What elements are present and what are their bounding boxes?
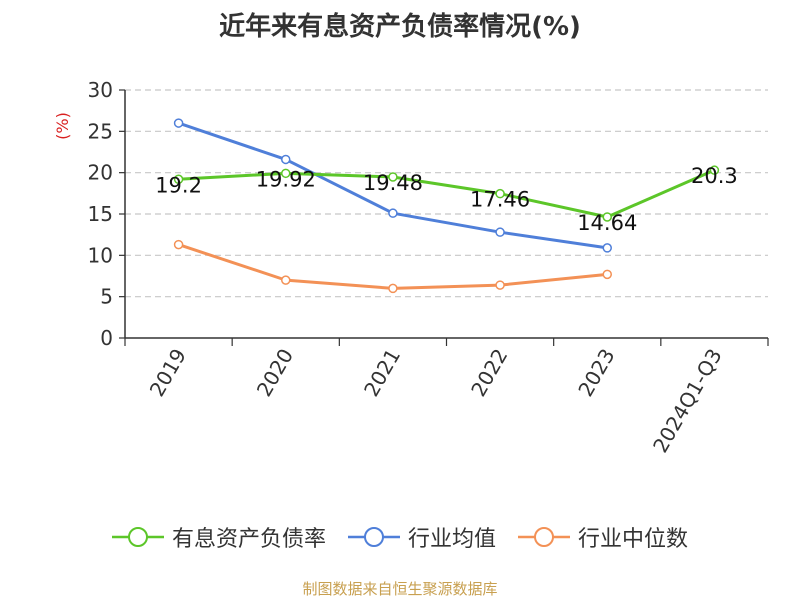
legend-label: 行业均值: [407, 527, 496, 552]
data-label: 20.3: [691, 164, 738, 188]
line-chart: 0 5 10 15 20 25 30 (%) 2019 2020 2021 2022 2023 2024Q…: [53, 78, 769, 457]
data-label: 19.2: [155, 173, 202, 197]
legend-item[interactable]: 有息资产负债率: [111, 521, 326, 553]
data-labels: 19.2 19.92 19.48 17.46 14.64 20.3: [155, 164, 738, 235]
data-label: 14.64: [577, 211, 637, 235]
y-tick-label: 5: [100, 285, 113, 309]
legend-marker: [127, 527, 148, 547]
data-point: [173, 118, 184, 128]
series-line: [178, 168, 716, 219]
legend-swatch: [347, 527, 400, 547]
legend-marker: [534, 527, 554, 547]
legend-label: 行业中位数: [578, 527, 689, 552]
chart-title: 近年来有息资产负债率情况(%): [219, 12, 581, 42]
series-line: [178, 243, 608, 290]
x-tick-label: 2023: [573, 345, 619, 401]
data-point: [173, 239, 184, 250]
source-note: 制图数据来自恒生聚源数据库: [302, 580, 498, 598]
series-layer: [173, 118, 720, 294]
data-label: 17.46: [470, 188, 530, 212]
x-tick-label: 2019: [145, 345, 191, 401]
data-point: [173, 174, 184, 185]
legend: 有息资产负债率 行业均值 行业中位数: [0, 520, 800, 554]
legend-item[interactable]: 行业中位数: [518, 521, 688, 553]
axes: 0 5 10 15 20 25 30 (%) 2019 2020 2021 2022 2023 2024Q…: [53, 78, 769, 457]
legend-swatch: [518, 527, 570, 547]
legend-swatch: [111, 527, 164, 547]
x-tick-label: 2021: [359, 345, 405, 401]
data-label: 19.48: [363, 171, 423, 195]
data-point: [495, 280, 505, 290]
data-point: [281, 275, 291, 285]
legend-label: 有息资产负债率: [171, 527, 326, 552]
y-axis-label: (%): [53, 112, 72, 140]
x-tick-label: 2022: [466, 345, 512, 401]
data-point: [602, 212, 612, 222]
data-point: [388, 283, 398, 294]
legend-item[interactable]: 行业均值: [347, 521, 496, 553]
data-point: [388, 208, 398, 218]
grid-lines: [125, 89, 768, 298]
data-point: [495, 188, 505, 199]
y-tick-label: 15: [88, 202, 113, 226]
y-tick-label: 30: [88, 78, 113, 102]
y-tick-label: 0: [100, 326, 113, 350]
data-point: [281, 168, 291, 179]
data-point: [709, 165, 720, 175]
x-tick-label: 2020: [252, 345, 298, 401]
data-point: [602, 269, 612, 280]
y-tick-label: 20: [88, 161, 113, 185]
x-tick-label: 2024Q1-Q3: [648, 345, 727, 457]
legend-marker: [363, 527, 384, 547]
y-tick-label: 25: [88, 119, 113, 143]
data-point: [495, 227, 505, 237]
y-tick-label: 10: [88, 243, 113, 267]
data-point: [281, 154, 291, 165]
data-label: 19.92: [256, 167, 316, 191]
data-point: [388, 172, 398, 182]
data-point: [602, 243, 612, 253]
